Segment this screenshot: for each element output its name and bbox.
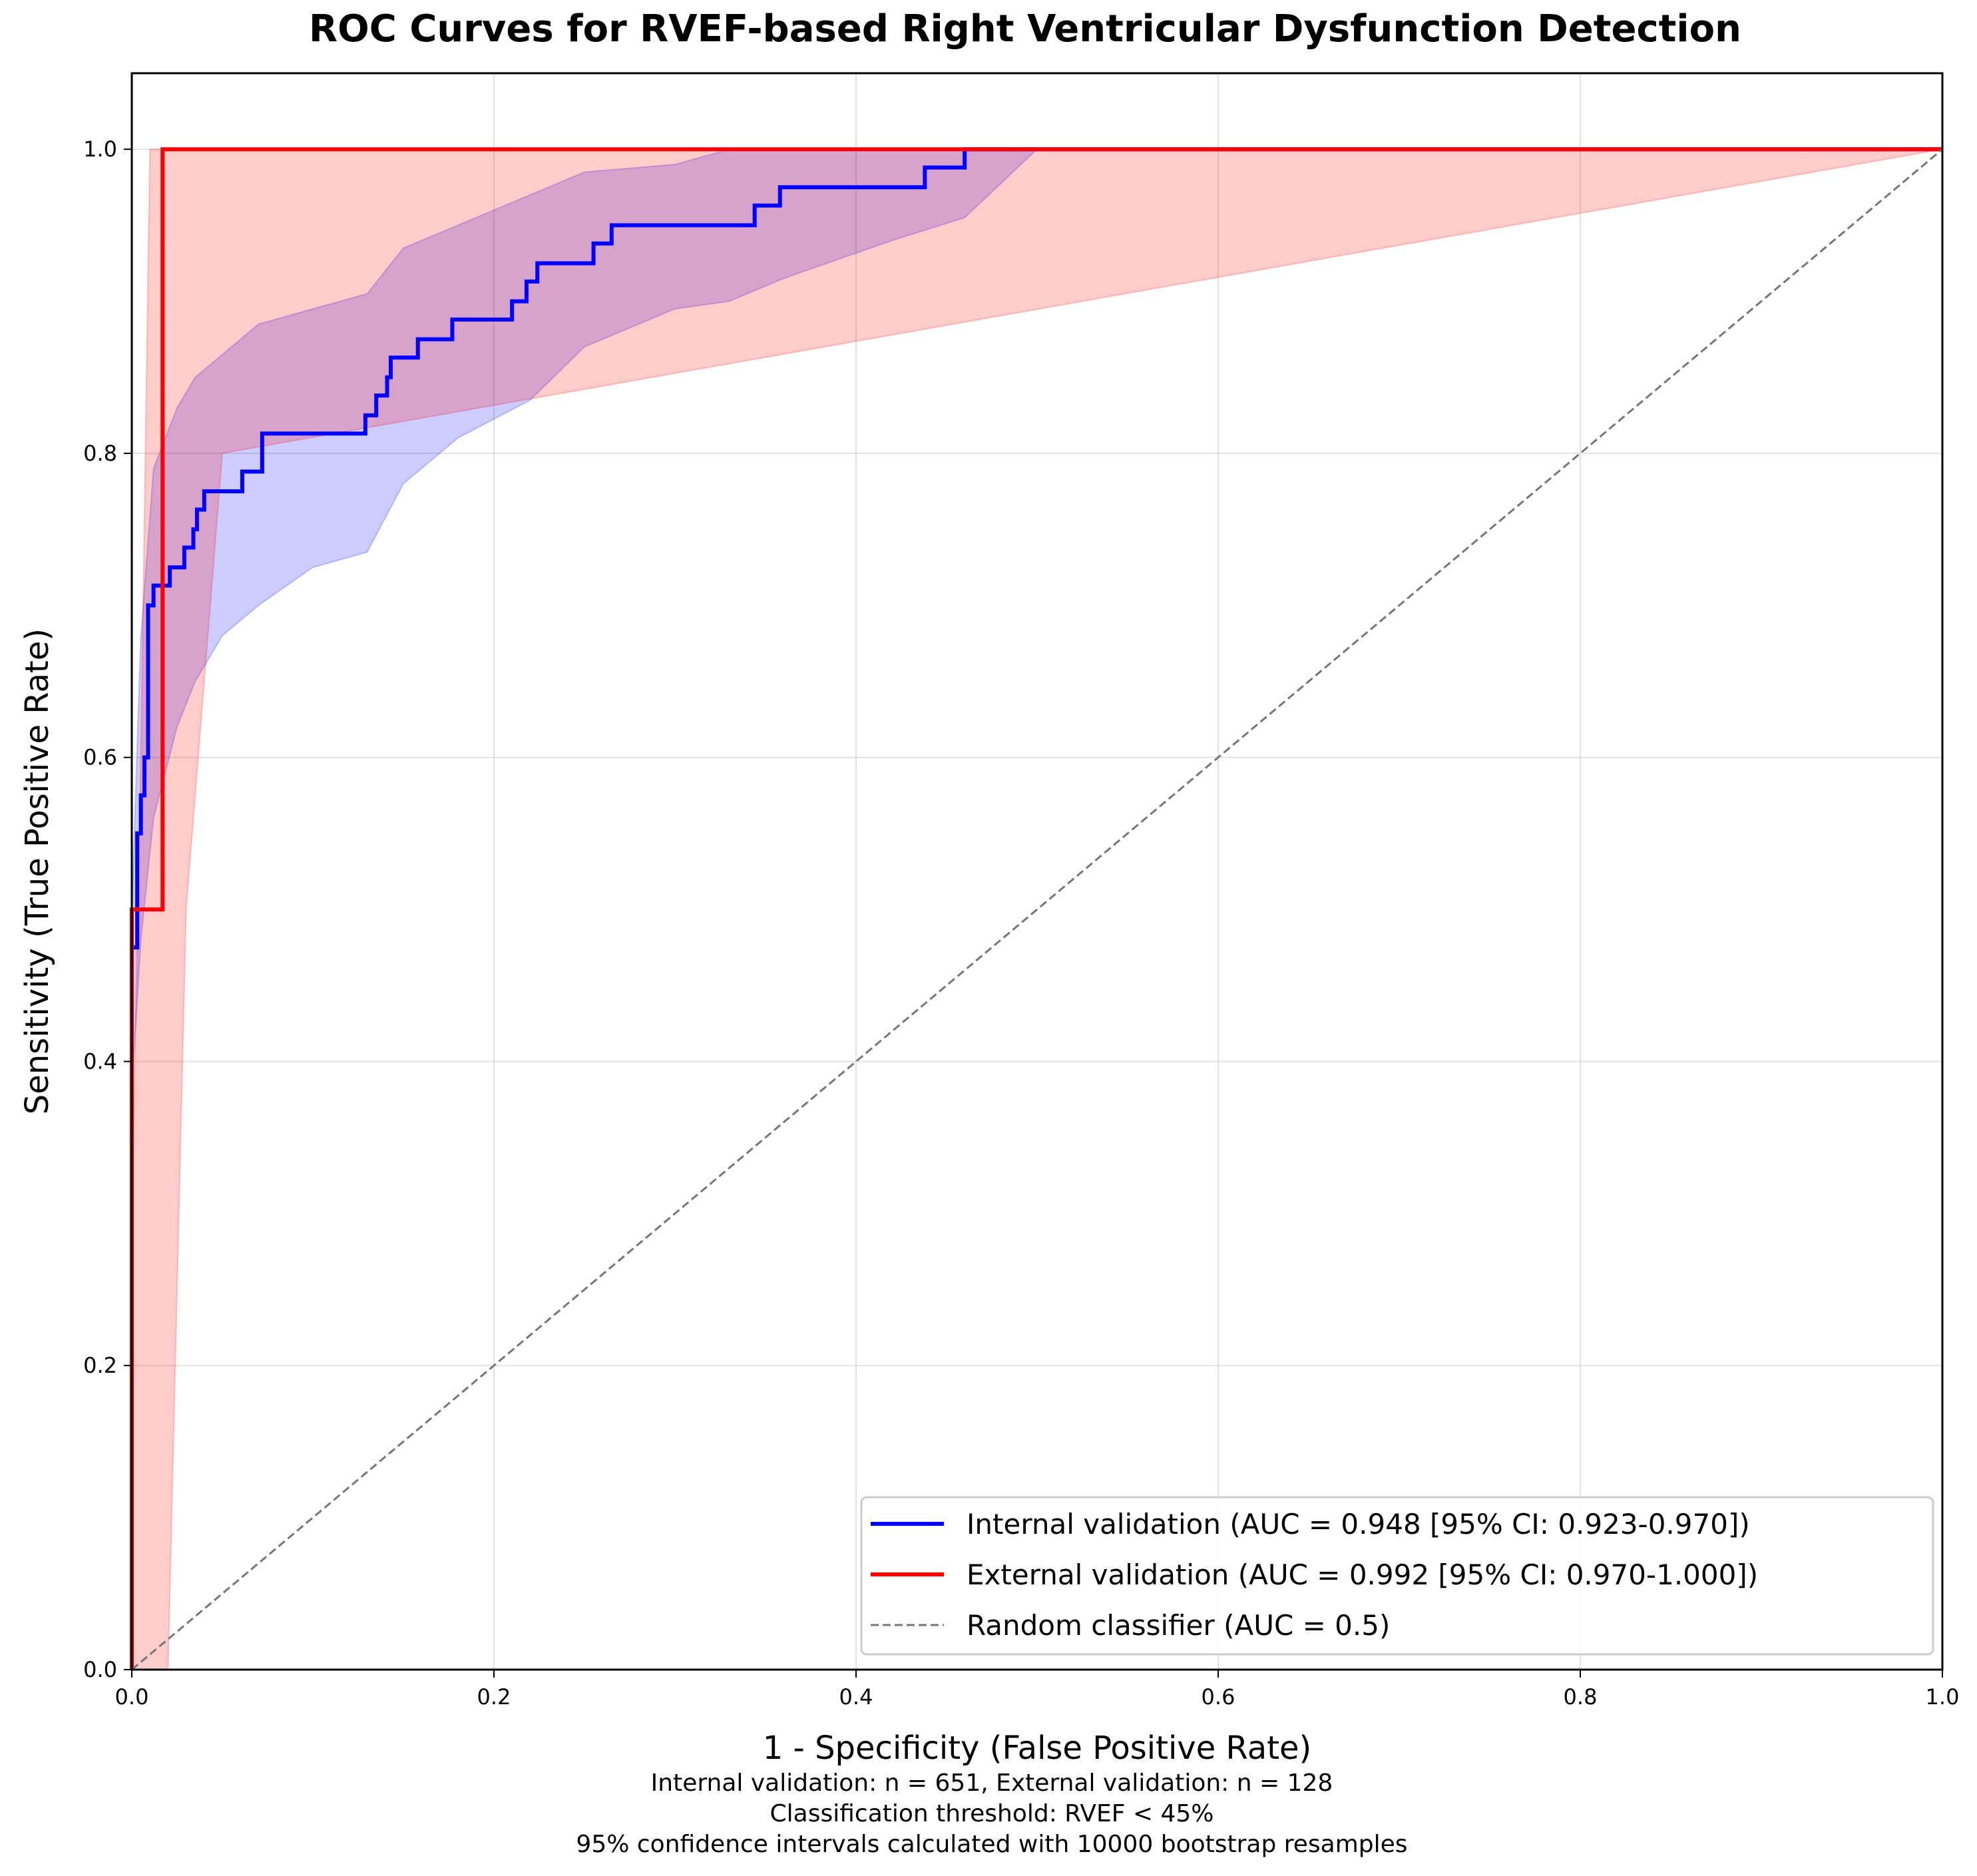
footnote-sample-sizes: Internal validation: n = 651, External v…: [651, 1769, 1333, 1797]
chart-title: ROC Curves for RVEF-based Right Ventricu…: [309, 7, 1741, 51]
internal-roc-curve: [132, 147, 1942, 950]
footnote-threshold: Classification threshold: RVEF < 45%: [770, 1800, 1214, 1827]
plot-frame: [130, 72, 1944, 1671]
legend-box: [860, 1496, 1934, 1656]
x-tick-label: 0.0: [115, 1684, 149, 1710]
y-tick-label: 0.8: [83, 441, 117, 466]
legend-label-external: External validation (AUC = 0.992 [95% CI…: [967, 1558, 1758, 1591]
legend-label-internal: Internal validation (AUC = 0.948 [95% CI…: [967, 1508, 1750, 1540]
x-tick-label: 0.2: [477, 1684, 511, 1710]
y-tick-label: 1.0: [83, 136, 117, 162]
x-axis-label: 1 - Specificity (False Positive Rate): [763, 1730, 1312, 1767]
footnote-bootstrap: 95% confidence intervals calculated with…: [576, 1831, 1407, 1858]
random-classifier-line: [131, 148, 1943, 1671]
y-tick-label: 0.2: [83, 1353, 117, 1378]
legend-label-random: Random classifier (AUC = 0.5): [967, 1609, 1390, 1642]
y-tick-label: 0.0: [83, 1657, 117, 1682]
x-tick-label: 1.0: [1926, 1684, 1960, 1710]
axis-ticks: 0.0 0.2 0.4 0.6 0.8 1.0 0.0 0.2 0.4 0.6 0.8 1.0: [83, 136, 1959, 1710]
x-tick-label: 0.8: [1564, 1684, 1598, 1710]
y-axis-label: Sensitivity (True Positive Rate): [19, 628, 56, 1114]
x-tick-label: 0.6: [1202, 1684, 1235, 1710]
legend: Internal validation (AUC = 0.948 [95% CI…: [860, 1496, 1934, 1656]
y-tick-label: 0.6: [83, 745, 117, 770]
y-tick-label: 0.4: [83, 1049, 117, 1074]
x-tick-label: 0.4: [839, 1684, 873, 1710]
